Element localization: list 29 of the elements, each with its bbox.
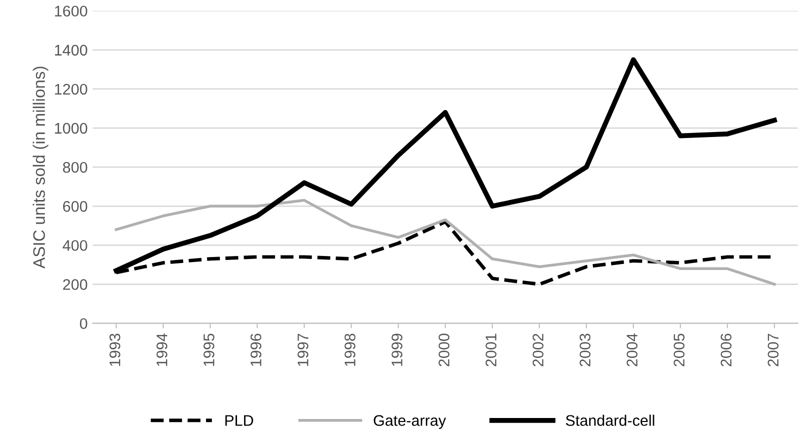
x-tick-label: 1998 <box>344 334 356 366</box>
x-tick-label: 2005 <box>674 334 684 366</box>
x-tick-label: 2004 <box>626 333 638 366</box>
x-tick-label: 1994 <box>156 333 168 366</box>
y-tick-label: 800 <box>63 162 88 173</box>
x-tick-label: 2000 <box>438 334 450 366</box>
x-tick-label: 1997 <box>298 334 308 366</box>
y-tick-label: 200 <box>63 279 88 290</box>
y-tick-label: 1600 <box>55 6 88 17</box>
x-tick-label: 2007 <box>768 334 779 366</box>
x-tick-label: 2003 <box>580 334 590 366</box>
x-tick-label: 1995 <box>204 334 214 366</box>
legend-label: PLD <box>225 415 254 426</box>
x-tick-label: 1999 <box>392 334 402 366</box>
legend-label: Gate-array <box>374 415 446 429</box>
x-tick-label: 1996 <box>250 334 262 366</box>
x-tick-label: 2001 <box>486 334 496 366</box>
x-tick-label: 2002 <box>532 334 544 366</box>
line-series <box>114 198 776 286</box>
y-tick-label: 1400 <box>55 44 88 56</box>
y-tick-label: 1200 <box>55 84 88 95</box>
x-tick-label: 1993 <box>109 334 120 366</box>
y-axis-title: ASIC units sold (in millions) <box>32 66 48 268</box>
legend-label: Standard-cell <box>566 414 654 426</box>
y-tick-label: 0 <box>80 318 88 330</box>
y-tick-label: 600 <box>63 201 88 212</box>
x-tick-label: 2006 <box>720 334 732 366</box>
y-tick-label: 400 <box>62 240 88 251</box>
y-tick-label: 1000 <box>55 122 88 134</box>
